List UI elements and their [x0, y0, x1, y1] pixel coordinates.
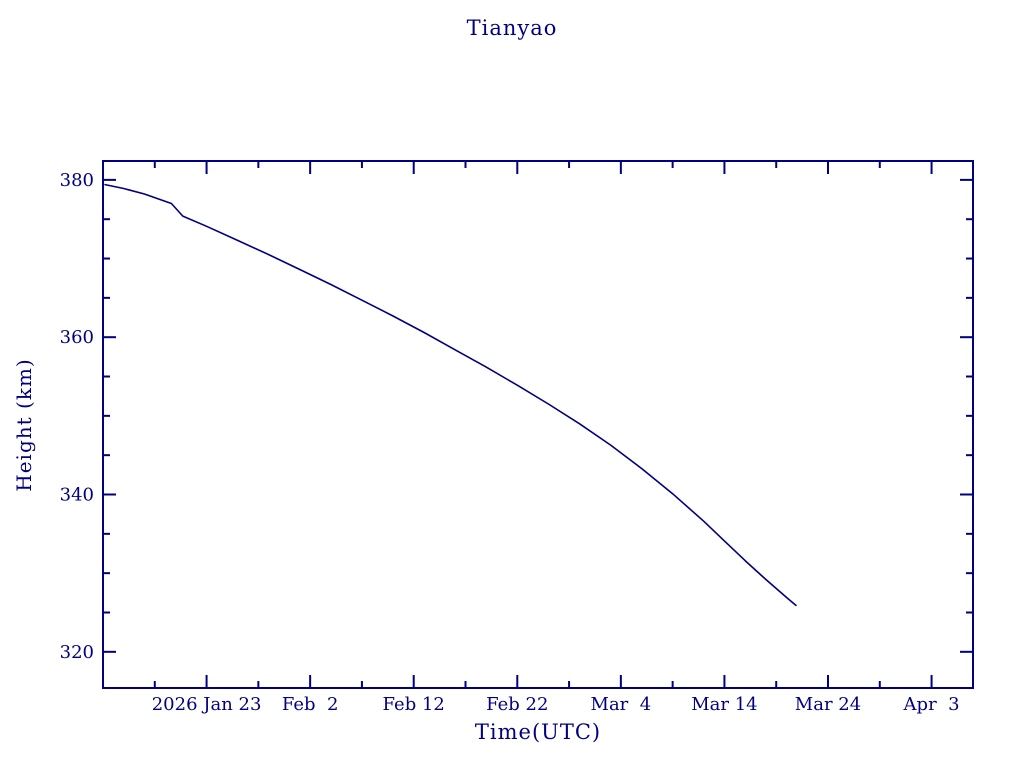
x-tick-label: Apr 3 — [903, 694, 960, 715]
plot-frame — [102, 160, 974, 689]
x-tick-label: Feb 12 — [383, 694, 445, 715]
x-axis-title: Time(UTC) — [474, 720, 602, 744]
x-tick-label: 2026 Jan 23 — [152, 694, 262, 715]
data-line — [104, 183, 797, 607]
y-tick-label: 380 — [60, 170, 94, 191]
x-tick-label: Mar 4 — [591, 694, 652, 715]
x-tick-label: Feb 22 — [486, 694, 548, 715]
x-tick-label: Mar 24 — [795, 694, 861, 715]
x-tick-label: Mar 14 — [691, 694, 757, 715]
y-tick-label: 320 — [60, 642, 94, 663]
x-tick-label: Feb 2 — [282, 694, 339, 715]
y-tick-label: 340 — [60, 485, 94, 506]
y-tick-label: 360 — [60, 327, 94, 348]
chart-title: Tianyao — [466, 16, 558, 40]
